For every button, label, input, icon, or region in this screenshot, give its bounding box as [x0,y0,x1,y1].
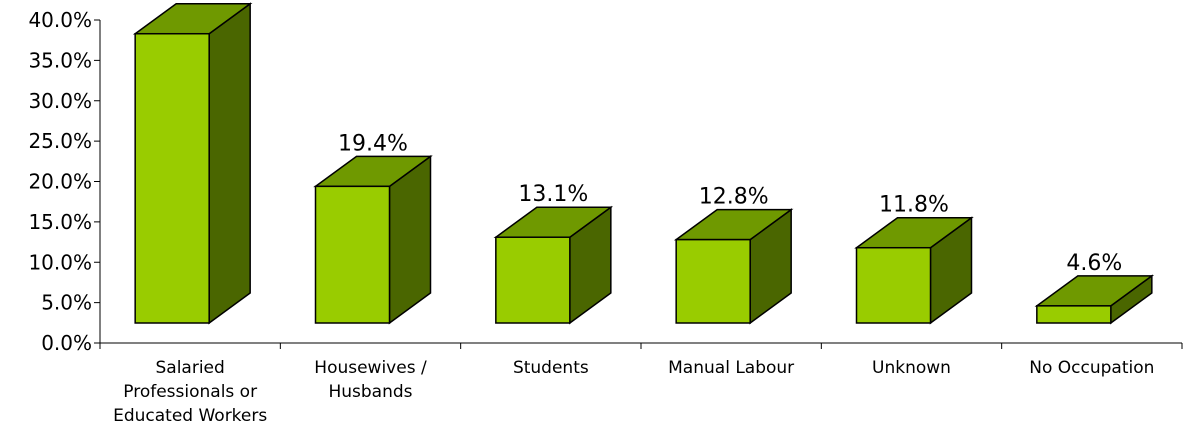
y-tick-label: 0.0% [41,331,92,355]
bar [493,205,614,325]
data-label: 13.1% [518,182,588,207]
y-axis-ticks: 0.0% 5.0% 10.0% 15.0% 20.0% 25.0% 30.0% 35.0% 40… [28,8,100,355]
y-tick-label: 15.0% [28,210,92,234]
bar [854,216,974,325]
bar-front-face [675,238,751,324]
bars-group [132,2,1155,325]
category-label: Students [513,358,589,378]
category-labels-group: Salaried Professionals or Educated Workers… [113,358,1154,426]
category-label: Unknown [872,358,951,378]
x-axis-ticks [99,343,1183,349]
y-tick-label: 10.0% [28,250,92,274]
bar-front-face [134,32,210,324]
bar [673,208,794,325]
bar-front-face [314,185,391,324]
data-label: 11.8% [879,193,949,218]
data-labels-group: 19.4% 13.1% 12.8% 11.8% 4.6% [338,131,1122,276]
bar [132,2,253,325]
y-tick-label: 20.0% [28,170,92,194]
bar-front-face [855,246,932,324]
bar-front-face [495,236,571,324]
bar [1034,274,1155,325]
y-tick-label: 5.0% [41,291,92,315]
y-tick-label: 25.0% [28,129,92,153]
data-label: 4.6% [1066,251,1122,276]
bar-side-face [208,2,251,325]
y-tick-label: 30.0% [28,89,92,113]
y-tick-label: 35.0% [28,48,92,72]
data-label: 12.8% [699,185,769,210]
data-label: 19.4% [338,131,408,156]
category-label: No Occupation [1029,358,1154,378]
bar [313,154,433,325]
category-label: Housewives / Husbands [314,358,427,402]
bar-front-face [1036,305,1112,324]
category-label: Manual Labour [668,358,794,378]
category-label: Salaried Professionals or Educated Workers [113,358,267,426]
y-tick-label: 40.0% [28,8,92,32]
